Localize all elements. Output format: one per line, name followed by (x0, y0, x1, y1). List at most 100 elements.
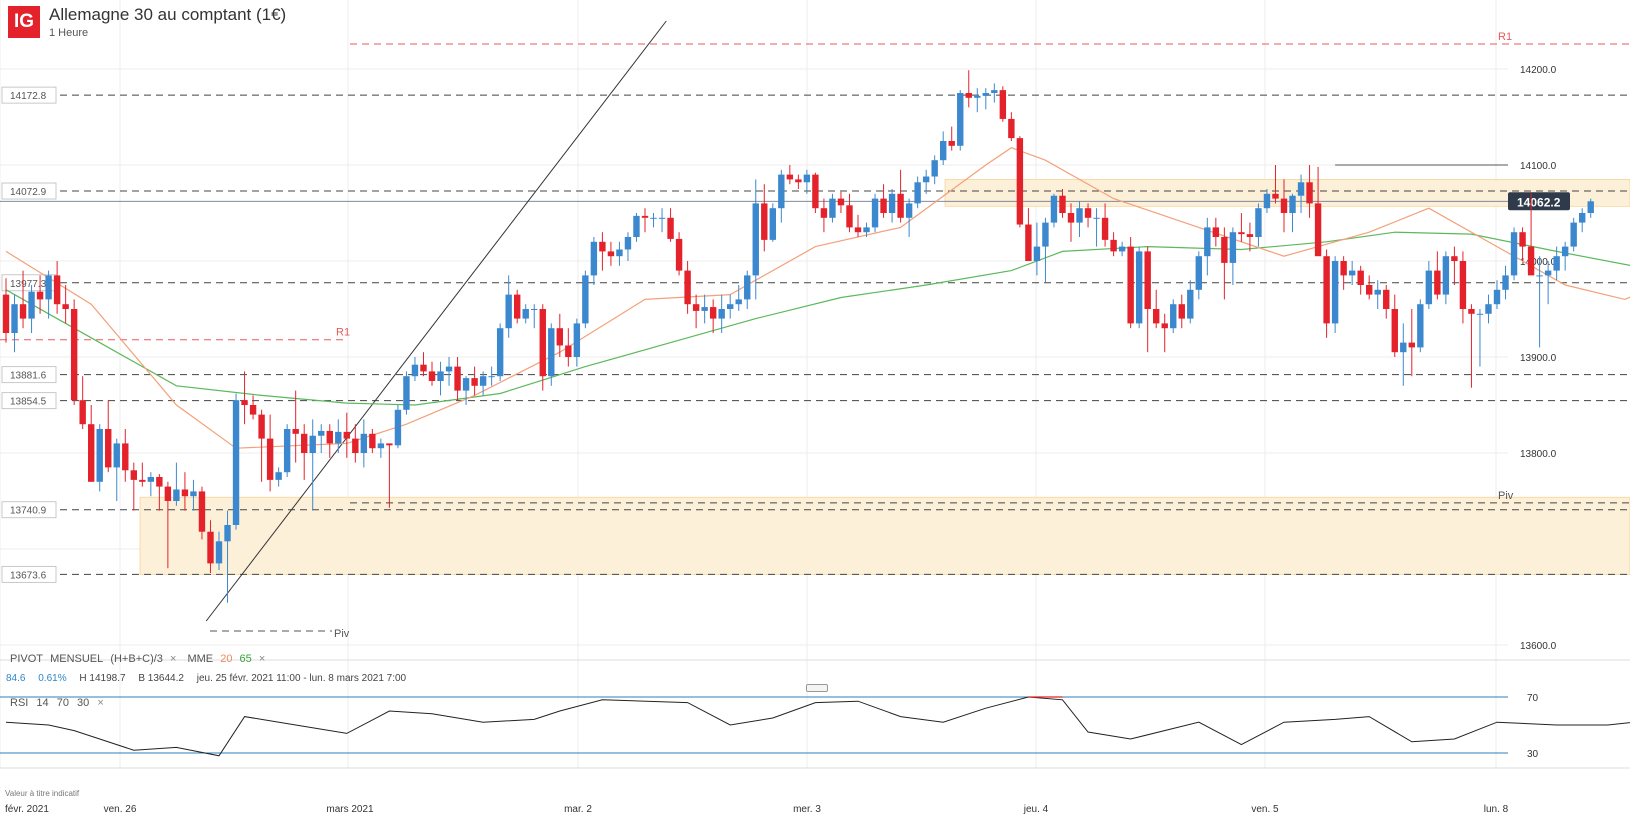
candle-body (1008, 118, 1015, 139)
level-label-box (1, 565, 57, 583)
candle-body (1331, 261, 1339, 324)
candle-body (1451, 256, 1458, 261)
rsi-period[interactable]: 14 (36, 697, 49, 709)
x-tick-label: mar. 2 (564, 804, 592, 815)
candle-body (1502, 275, 1509, 290)
candle-body (471, 378, 478, 386)
rsi-tick-70: 70 (1527, 693, 1539, 704)
candle-body (940, 141, 947, 161)
candle-body (283, 429, 291, 473)
candle-body (692, 304, 700, 311)
candle-body (1476, 313, 1484, 315)
candle-body (974, 95, 981, 98)
candle-body (156, 477, 163, 487)
candle-body (718, 309, 725, 319)
candle-body (139, 479, 146, 482)
candle-body (624, 237, 632, 250)
pivot-period[interactable]: MENSUEL (50, 653, 104, 665)
candle-body (1425, 270, 1433, 305)
candle-body (496, 328, 504, 377)
candle-body (667, 217, 674, 239)
candle-body (1144, 251, 1151, 309)
candle-body (505, 294, 512, 329)
pivot-label[interactable]: PIVOT (10, 653, 44, 665)
indicator-bar: PIVOT MENSUEL (H+B+C)/3 × MME 20 65 × (10, 653, 273, 665)
candle-body (982, 93, 989, 96)
candle-body (394, 409, 402, 446)
remove-mme-icon[interactable]: × (258, 653, 266, 665)
candle-body (1170, 304, 1177, 329)
candle-body (727, 304, 734, 309)
x-tick-label: mer. 3 (793, 804, 821, 815)
candle-body (1195, 256, 1202, 290)
instrument-title[interactable]: Allemagne 30 au comptant (1€) (49, 5, 287, 24)
candle-body (658, 217, 666, 219)
candle-body (232, 400, 240, 525)
stat-change: 84.6 (6, 673, 26, 684)
candle-body (258, 414, 265, 439)
x-tick-label: mars 2021 (326, 804, 374, 815)
candle-body (1255, 208, 1262, 237)
candle-body (130, 470, 137, 480)
rsi-oversold[interactable]: 30 (77, 697, 90, 709)
candle-body (147, 477, 155, 482)
ema65-line (5, 231, 1630, 406)
zone-band (139, 496, 1630, 575)
candle-body (1238, 232, 1245, 235)
candle-body (1442, 256, 1450, 295)
level-label: 13881.6 (10, 371, 47, 382)
candle-body (1323, 256, 1330, 324)
mme-fast-period[interactable]: 20 (220, 653, 233, 665)
candle-body (36, 291, 44, 300)
pivot-formula[interactable]: (H+B+C)/3 (110, 653, 163, 665)
candle-body (1348, 270, 1356, 276)
rsi-label[interactable]: RSI (10, 697, 29, 709)
candle-body (709, 307, 717, 319)
candle-body (761, 203, 768, 240)
candle-body (650, 217, 657, 219)
remove-pivot-icon[interactable]: × (169, 653, 177, 665)
candle-body (1187, 289, 1194, 319)
candle-body (888, 193, 896, 213)
candle-body (45, 275, 52, 300)
candle-body (1101, 217, 1109, 240)
candle-body (53, 275, 61, 305)
level-label: 14172.8 (10, 91, 47, 102)
candle-body (1212, 227, 1220, 237)
y-tick-label: 14100.0 (1520, 161, 1557, 172)
candle-body (1519, 232, 1526, 247)
candle-body (488, 376, 495, 378)
rsi-indicator-bar: RSI 14 70 30 × (10, 697, 109, 709)
candles-group (2, 70, 1594, 603)
candle-body (11, 304, 18, 333)
candle-body (531, 309, 538, 310)
candle-body (1059, 195, 1066, 213)
mme-slow-period[interactable]: 65 (239, 653, 252, 665)
candle-body (1280, 198, 1288, 213)
level-label-box (1, 366, 57, 384)
candle-body (1263, 193, 1271, 209)
candle-body (343, 431, 350, 439)
timeframe-label[interactable]: 1 Heure (49, 27, 89, 39)
candle-body (633, 215, 640, 237)
stat-high: H 14198.7 (79, 673, 126, 684)
candle-body (905, 203, 913, 218)
candle-body (803, 174, 811, 183)
pane-resize-handle[interactable] (806, 684, 828, 692)
mme-label[interactable]: MME (187, 653, 214, 665)
candle-body (173, 489, 180, 501)
candle-body (1221, 237, 1228, 263)
candle-body (948, 141, 955, 146)
candle-body (190, 491, 197, 497)
candle-body (88, 424, 95, 482)
candle-body (309, 435, 316, 453)
candle-body (795, 179, 802, 183)
y-tick-label: 13900.0 (1520, 353, 1557, 364)
rsi-overbought[interactable]: 70 (56, 697, 69, 709)
candle-body (411, 364, 419, 377)
remove-rsi-icon[interactable]: × (97, 697, 104, 709)
candle-body (352, 438, 359, 453)
candle-body (70, 309, 78, 401)
candle-body (479, 376, 487, 386)
